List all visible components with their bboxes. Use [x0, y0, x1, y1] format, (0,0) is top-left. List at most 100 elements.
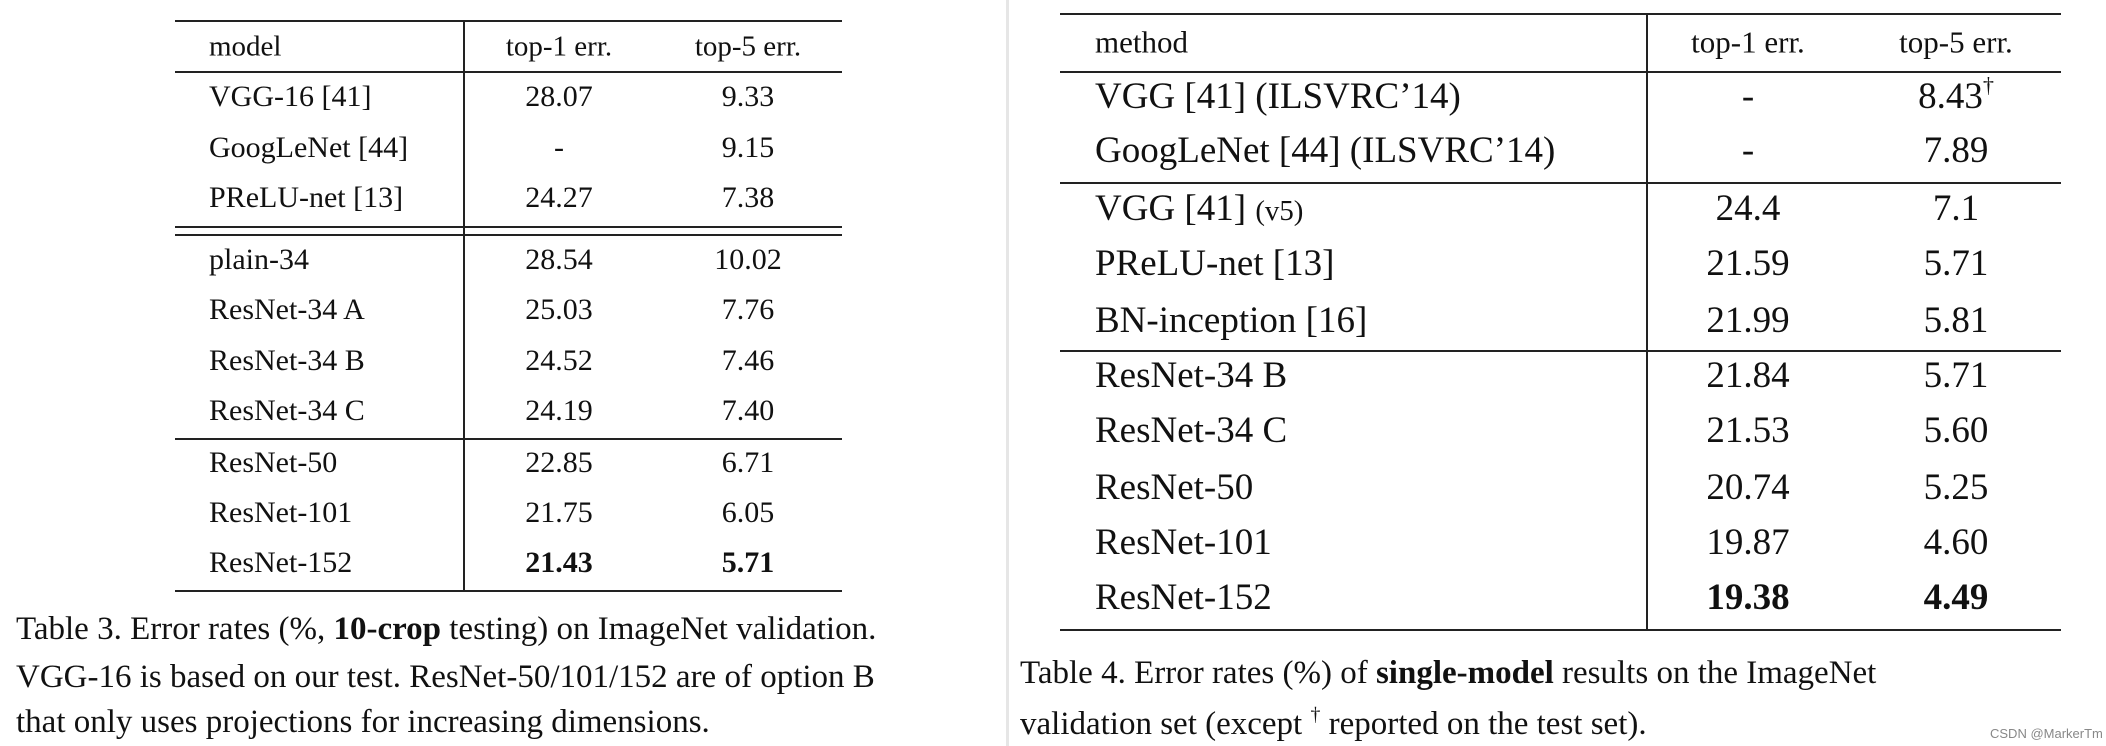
table-cell: 5.81	[1923, 299, 1989, 341]
table-cell: GoogLeNet [44] (ILSVRC’14)	[1095, 129, 1556, 171]
table-cell: 8.43†	[1918, 72, 1994, 119]
table-cell: ResNet-101	[1095, 521, 1272, 563]
header-cell: top-1 err.	[1691, 24, 1805, 60]
table-cell: 21.59	[1706, 242, 1790, 284]
table-cell: 28.54	[525, 243, 593, 276]
cell-text: 8.43	[1918, 75, 1983, 117]
rule	[175, 20, 842, 22]
caption-text: VGG-16 is based on our test. ResNet-50/1…	[16, 659, 875, 696]
cell-note: (v5)	[1255, 194, 1304, 227]
table-cell: ResNet-34 C	[209, 394, 365, 427]
rule	[1060, 71, 2061, 73]
rule	[175, 438, 842, 440]
caption-text: †	[1310, 703, 1321, 726]
cell-text: VGG [41]	[1095, 187, 1247, 229]
caption-line: Table 4. Error rates (%) of single-model…	[1020, 654, 1876, 694]
table-cell: 19.38	[1706, 576, 1790, 618]
table-cell: PReLU-net [13]	[1095, 242, 1335, 284]
divider	[1006, 0, 1009, 746]
table-cell: 24.27	[525, 181, 593, 214]
table-cell: -	[554, 131, 564, 164]
column-rule	[1646, 13, 1648, 629]
table-cell: 5.60	[1923, 409, 1989, 451]
rule	[175, 234, 842, 236]
table-cell: ResNet-50	[209, 446, 338, 479]
rule	[175, 590, 842, 592]
table-cell: -	[1741, 129, 1755, 171]
table-cell: ResNet-34 B	[1095, 354, 1288, 396]
table-cell: 5.25	[1923, 466, 1989, 508]
table-cell: ResNet-34 A	[209, 293, 365, 326]
caption-text: 10-crop	[333, 611, 442, 648]
table-cell: 10.02	[714, 243, 782, 276]
table-cell: 7.1	[1932, 187, 1980, 229]
table-cell: 4.49	[1923, 576, 1989, 618]
table-cell: 7.76	[721, 293, 775, 326]
table-cell: ResNet-34 C	[1095, 409, 1288, 451]
footnote-mark: †	[1982, 72, 1994, 98]
caption-text: results on the ImageNet	[1553, 655, 1877, 692]
table-cell: VGG [41] (v5)	[1095, 187, 1303, 231]
table-cell: 7.38	[721, 181, 775, 214]
watermark: CSDN @MarkerTm	[1990, 726, 2103, 742]
table-cell: 24.4	[1715, 187, 1781, 229]
rule	[1060, 13, 2061, 15]
column-rule	[463, 20, 465, 590]
table-cell: -	[1741, 75, 1755, 117]
header-cell: top-5 err.	[1899, 24, 2013, 60]
table-cell: BN-inception [16]	[1095, 299, 1368, 341]
header-cell: top-1 err.	[505, 30, 613, 63]
table-cell: 5.71	[721, 546, 775, 579]
table-cell: 21.75	[525, 496, 593, 529]
caption-text: validation set (except	[1020, 706, 1311, 743]
rule	[175, 71, 842, 73]
table-cell: 7.40	[721, 394, 775, 427]
table-cell: 21.84	[1706, 354, 1790, 396]
rule	[175, 226, 842, 228]
header-cell: top-5 err.	[694, 30, 802, 63]
caption-line: VGG-16 is based on our test. ResNet-50/1…	[16, 658, 875, 698]
table-cell: ResNet-152	[209, 546, 353, 579]
table-cell: 21.53	[1706, 409, 1790, 451]
table-cell: 4.60	[1923, 521, 1989, 563]
table-cell: ResNet-152	[1095, 576, 1272, 618]
table-cell: ResNet-34 B	[209, 344, 365, 377]
caption-text: testing) on ImageNet validation.	[441, 611, 877, 648]
table-cell: PReLU-net [13]	[209, 181, 404, 214]
rule	[1060, 182, 2061, 184]
table-cell: 22.85	[525, 446, 593, 479]
caption-text: single-model	[1375, 655, 1554, 692]
table-cell: 9.33	[721, 80, 775, 113]
caption-line: Table 3. Error rates (%, 10-crop testing…	[16, 610, 876, 650]
table-cell: VGG [41] (ILSVRC’14)	[1095, 75, 1461, 117]
header-cell: model	[209, 30, 282, 63]
rule	[1060, 629, 2061, 631]
table-cell: 6.05	[721, 496, 775, 529]
caption-line: that only uses projections for increasin…	[16, 703, 710, 743]
table-cell: GoogLeNet [44]	[209, 131, 409, 164]
caption-line: validation set (except † reported on the…	[1020, 703, 1647, 745]
rule	[1060, 350, 2061, 352]
header-cell: method	[1095, 24, 1188, 60]
table-cell: 21.99	[1706, 299, 1790, 341]
caption-text: reported on the test set).	[1320, 706, 1647, 743]
table-cell: VGG-16 [41]	[209, 80, 372, 113]
table-cell: 28.07	[525, 80, 593, 113]
table-cell: 24.19	[525, 394, 593, 427]
caption-text: Table 4. Error rates (%) of	[1020, 655, 1376, 692]
table-cell: 7.46	[721, 344, 775, 377]
table-cell: 6.71	[721, 446, 775, 479]
table-cell: 21.43	[525, 546, 593, 579]
table-cell: 9.15	[721, 131, 775, 164]
table-cell: 5.71	[1923, 242, 1989, 284]
table-cell: 7.89	[1923, 129, 1989, 171]
table-cell: plain-34	[209, 243, 309, 276]
table-cell: 20.74	[1706, 466, 1790, 508]
caption-text: that only uses projections for increasin…	[16, 704, 710, 741]
table-cell: 5.71	[1923, 354, 1989, 396]
table-cell: ResNet-101	[209, 496, 353, 529]
table-cell: 24.52	[525, 344, 593, 377]
table-cell: 25.03	[525, 293, 593, 326]
table-cell: 19.87	[1706, 521, 1790, 563]
